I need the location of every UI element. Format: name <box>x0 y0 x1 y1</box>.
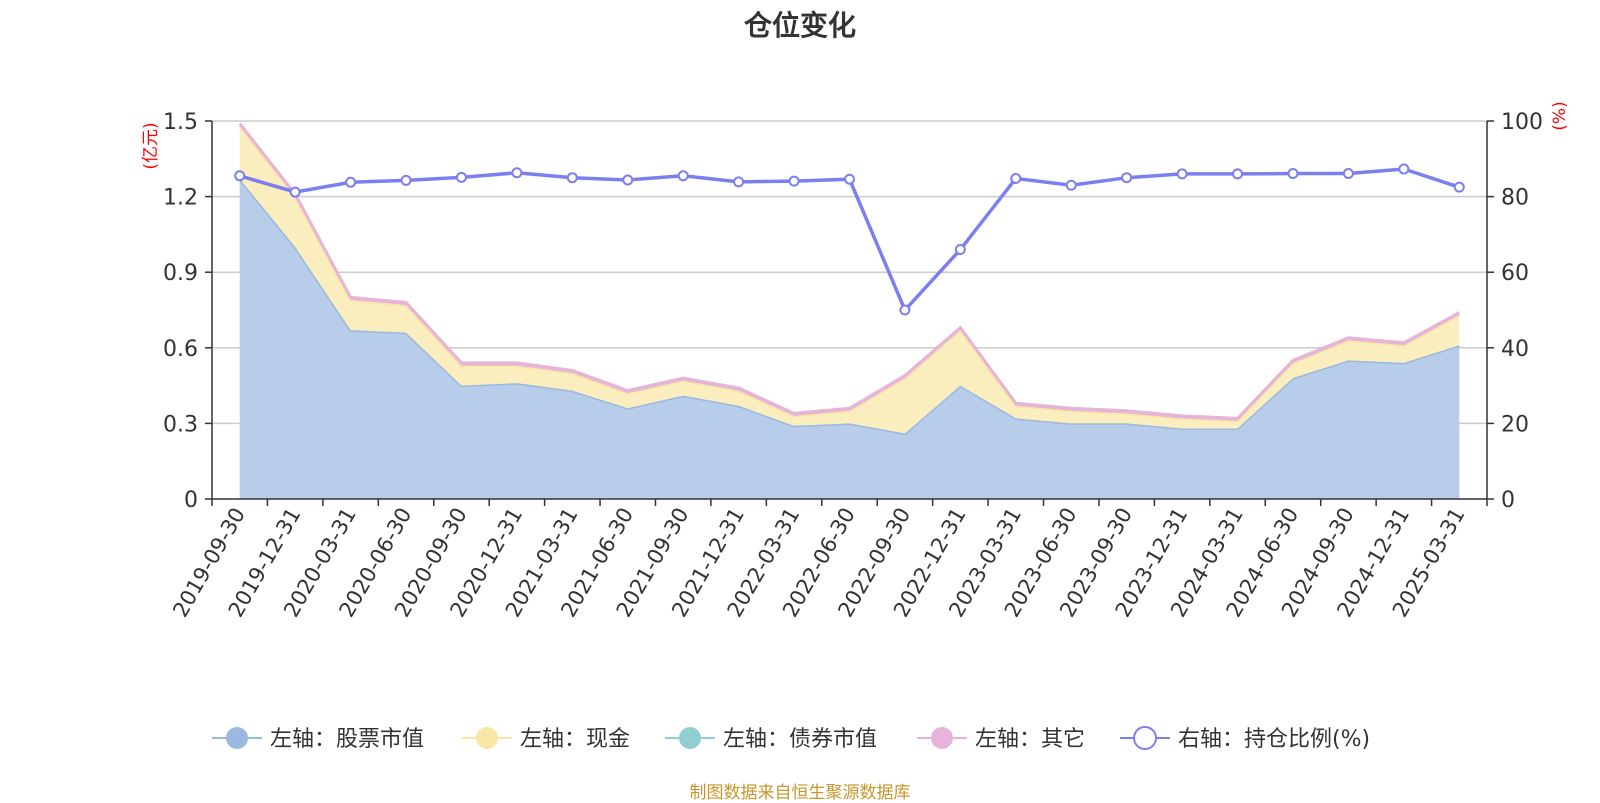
legend-symbol <box>931 727 953 749</box>
legend[interactable]: 左轴：股票市值 左轴：现金 左轴：债券市值 左轴：其它 右轴：持仓比例(%) <box>212 726 1370 752</box>
ratio-point <box>733 176 745 188</box>
legend-item-2[interactable]: 左轴：债券市值 <box>665 727 877 752</box>
left-tick-label: 0.6 <box>163 337 198 362</box>
legend-symbol <box>476 727 498 749</box>
ratio-point <box>1232 168 1244 180</box>
ratio-point <box>345 176 357 188</box>
legend-label: 右轴：持仓比例(%) <box>1178 727 1370 752</box>
ratio-point <box>1287 168 1299 180</box>
ratio-point <box>1121 172 1133 184</box>
legend-symbol <box>679 727 701 749</box>
left-tick-label: 0.3 <box>163 412 198 437</box>
ratio-point <box>622 174 634 186</box>
right-axis-unit: (%) <box>1550 101 1570 130</box>
ratio-line <box>234 163 1465 316</box>
source-note: 制图数据来自恒生聚源数据库 <box>689 783 911 803</box>
ratio-point <box>1010 172 1022 184</box>
left-tick-label: 1.5 <box>163 110 198 135</box>
legend-item-3[interactable]: 左轴：其它 <box>917 727 1085 752</box>
chart-title: 仓位变化 <box>743 10 856 41</box>
legend-label: 左轴：现金 <box>520 727 630 752</box>
ratio-point <box>899 304 911 316</box>
area-series-0 <box>239 178 1460 499</box>
legend-label: 左轴：其它 <box>975 727 1085 752</box>
ratio-point <box>455 171 467 183</box>
right-tick-label: 100 <box>1501 110 1543 135</box>
ratio-point <box>1398 163 1410 175</box>
ratio-point <box>954 244 966 256</box>
legend-item-1[interactable]: 左轴：现金 <box>462 727 630 752</box>
legend-item-0[interactable]: 左轴：股票市值 <box>212 727 424 752</box>
ratio-point <box>788 175 800 187</box>
ratio-line-path <box>239 167 1460 314</box>
legend-item-4[interactable]: 右轴：持仓比例(%) <box>1120 726 1370 752</box>
ratio-point <box>1065 179 1077 191</box>
ratio-point <box>511 167 523 179</box>
right-tick-label: 0 <box>1501 488 1515 513</box>
stacked-areas <box>238 122 1460 499</box>
ratio-point <box>677 170 689 182</box>
ratio-point <box>1453 181 1465 193</box>
legend-label: 左轴：债券市值 <box>723 727 877 752</box>
left-axis-unit: (亿元) <box>141 122 161 169</box>
ratio-point <box>234 170 246 182</box>
ratio-point <box>289 186 301 198</box>
right-tick-label: 80 <box>1501 186 1529 211</box>
right-tick-label: 20 <box>1501 412 1529 437</box>
ratio-point <box>844 173 855 185</box>
area-outline-3 <box>238 122 1460 420</box>
right-tick-label: 60 <box>1501 261 1529 286</box>
ratio-point <box>400 174 412 186</box>
ratio-point <box>1176 168 1188 180</box>
right-tick-label: 40 <box>1501 337 1529 362</box>
left-tick-label: 0 <box>184 488 198 513</box>
left-tick-label: 0.9 <box>163 261 198 286</box>
legend-label: 左轴：股票市值 <box>270 727 424 752</box>
ratio-point <box>566 172 578 184</box>
ratio-point <box>1342 168 1354 180</box>
legend-symbol <box>1133 726 1157 750</box>
legend-symbol <box>226 727 248 749</box>
left-tick-label: 1.2 <box>163 186 198 211</box>
